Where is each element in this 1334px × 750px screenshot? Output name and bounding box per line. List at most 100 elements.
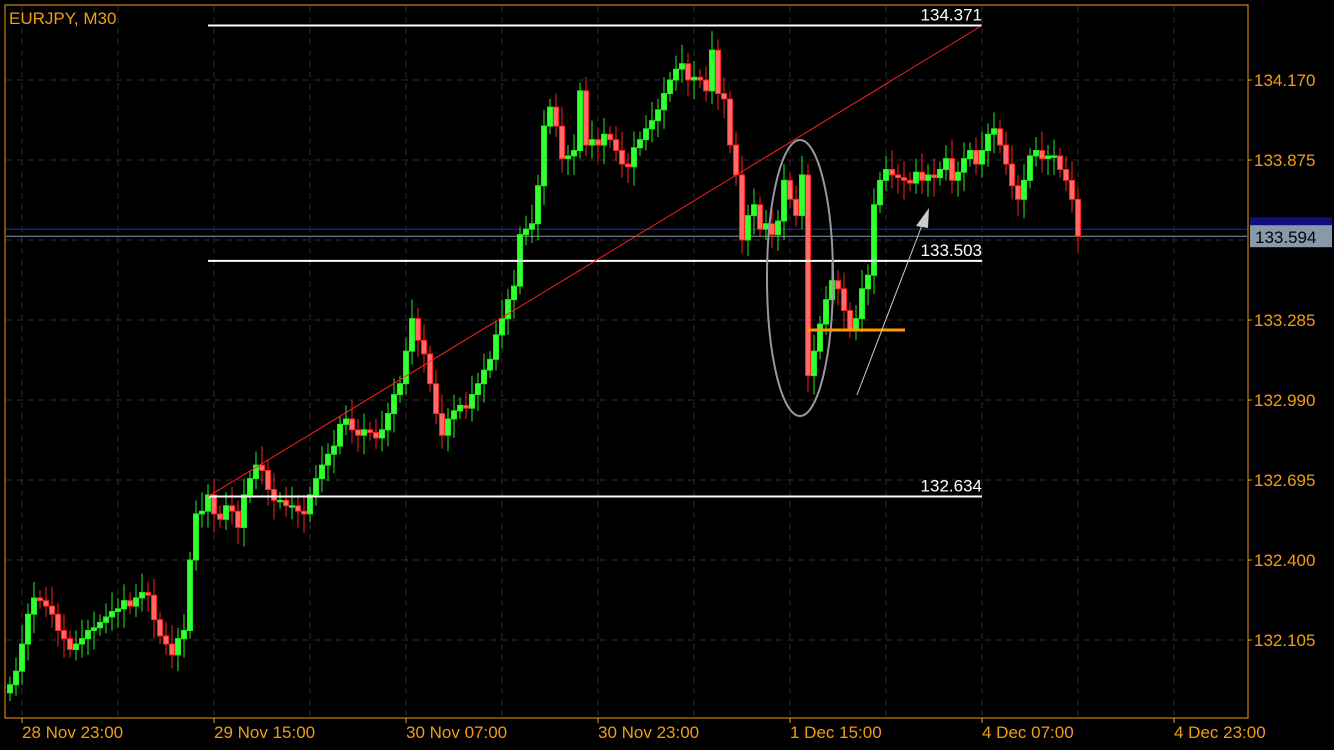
candle-bearish	[685, 63, 691, 81]
candle-bullish	[937, 168, 943, 179]
bid-price-label: 133.594	[1255, 228, 1316, 247]
y-tick-label: 132.695	[1254, 471, 1315, 490]
candle-bearish	[295, 505, 301, 512]
ask-price-tag	[1250, 217, 1332, 228]
candle-bullish	[397, 383, 403, 396]
arrow-line	[856, 219, 925, 396]
candle-bullish	[871, 204, 877, 276]
highlight-ellipse	[766, 139, 834, 417]
candle-bullish	[79, 638, 85, 645]
candle-bullish	[667, 79, 673, 95]
candle-bullish	[181, 630, 187, 640]
candle-bullish	[103, 616, 109, 623]
grid	[6, 6, 1247, 717]
candle-bullish	[649, 120, 655, 130]
candle-bearish	[427, 353, 433, 385]
y-tick-label: 132.105	[1254, 631, 1315, 650]
candle-bearish	[349, 418, 355, 431]
candle-bullish	[445, 418, 451, 436]
candle-bullish	[85, 630, 91, 640]
candle-bullish	[679, 63, 685, 70]
candle-bullish	[475, 383, 481, 396]
candle-bullish	[943, 158, 949, 170]
candle-bearish	[949, 158, 955, 181]
candle-bullish	[241, 494, 247, 528]
candle-bullish	[985, 133, 991, 152]
candle-bearish	[703, 79, 709, 92]
candle-bearish	[49, 605, 55, 615]
candle-bearish	[259, 464, 265, 472]
candle-bullish	[751, 204, 757, 217]
candle-bullish	[115, 608, 121, 613]
candle-bearish	[283, 499, 289, 507]
candle-bearish	[919, 171, 925, 181]
candle-bullish	[865, 274, 871, 290]
candle-bearish	[43, 600, 49, 607]
candle-bullish	[799, 174, 805, 217]
candle-bearish	[727, 98, 733, 146]
x-tick-label: 30 Nov 23:00	[598, 723, 699, 742]
candle-bullish	[307, 494, 313, 515]
y-tick-label: 132.990	[1254, 391, 1315, 410]
candle-bearish	[889, 168, 895, 176]
candle-bullish	[955, 171, 961, 181]
candle-bullish	[481, 369, 487, 385]
candle-bullish	[571, 150, 577, 157]
candle-bearish	[235, 510, 241, 528]
candle-bearish	[127, 600, 133, 607]
x-tick-label: 4 Dec 07:00	[982, 723, 1074, 742]
chart-objects	[6, 228, 1247, 237]
candle-bullish	[451, 410, 457, 420]
candle-bearish	[907, 179, 913, 184]
candle-bullish	[457, 404, 463, 412]
candle-bullish	[337, 423, 343, 447]
candle-bullish	[823, 299, 829, 325]
candle-bearish	[841, 288, 847, 312]
candle-bearish	[355, 429, 361, 436]
chart-title: EURJPY, M30	[9, 9, 116, 28]
candle-bearish	[595, 139, 601, 146]
candle-bullish	[1033, 150, 1039, 157]
candle-bullish	[529, 223, 535, 230]
candle-bearish	[559, 125, 565, 160]
candle-bullish	[277, 499, 283, 503]
candle-bullish	[187, 559, 193, 632]
candle-bullish	[109, 611, 115, 618]
candle-bullish	[577, 90, 583, 152]
candle-bullish	[541, 125, 547, 187]
x-tick-label: 29 Nov 15:00	[214, 723, 315, 742]
price-axis: 134.170 133.875 133.285 132.990 132.695 132.4…	[1248, 71, 1315, 650]
candle-bullish	[811, 350, 817, 377]
candle-bearish	[613, 139, 619, 152]
candle-bullish	[469, 394, 475, 409]
chart-border	[4, 4, 1249, 719]
candle-bearish	[835, 280, 841, 290]
candle-bearish	[1069, 179, 1075, 200]
horizontal-level-label: 134.371	[921, 5, 982, 24]
candle-bearish	[367, 429, 373, 434]
y-tick-label: 133.285	[1254, 311, 1315, 330]
candle-bearish	[151, 594, 157, 621]
candle-bullish	[223, 505, 229, 520]
candle-bullish	[589, 139, 595, 146]
candle-bullish	[121, 600, 127, 610]
x-tick-label: 28 Nov 23:00	[22, 723, 123, 742]
candle-bullish	[775, 220, 781, 236]
candle-bearish	[271, 488, 277, 501]
candle-bearish	[805, 174, 811, 377]
time-axis: 28 Nov 23:00 29 Nov 15:00 30 Nov 07:00 30 N…	[21, 718, 1266, 742]
candle-bearish	[607, 133, 613, 141]
candle-bullish	[565, 155, 571, 160]
candle-bearish	[721, 93, 727, 100]
candle-bearish	[1057, 155, 1063, 170]
candle-bullish	[199, 510, 205, 515]
candle-bearish	[553, 106, 559, 127]
y-tick-label: 134.170	[1254, 71, 1315, 90]
candle-bullish	[13, 670, 19, 686]
candle-bullish	[817, 323, 823, 352]
candle-bullish	[7, 684, 13, 694]
candle-bullish	[379, 429, 385, 439]
candle-bearish	[697, 76, 703, 81]
candle-bearish	[229, 505, 235, 512]
